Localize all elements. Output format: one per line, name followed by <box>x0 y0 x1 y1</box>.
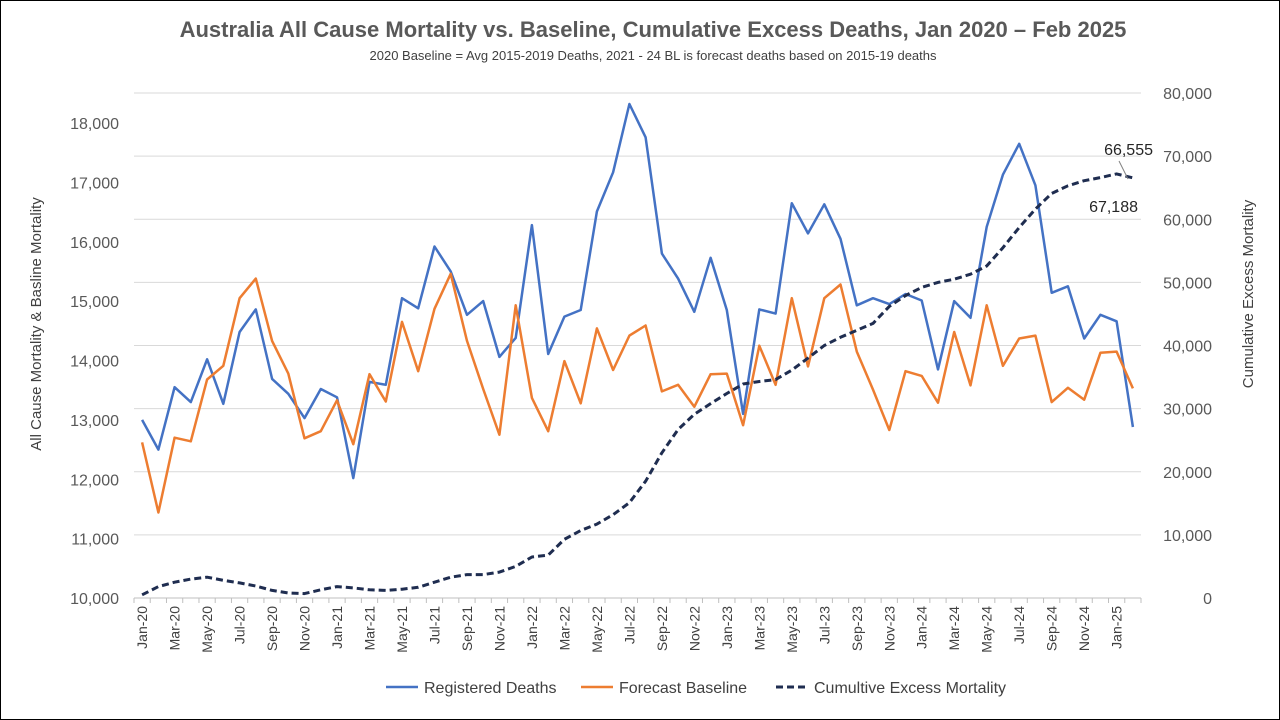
right-axis-tick-label: 70,000 <box>1163 149 1212 166</box>
right-axis-tick-label: 30,000 <box>1163 402 1212 419</box>
annotation-last-value: 66,555 <box>1104 142 1153 159</box>
x-axis-tick-label: Mar-22 <box>556 606 572 651</box>
x-axis-tick-label: Mar-24 <box>946 606 962 651</box>
x-axis-tick-label: Jul-21 <box>426 606 442 644</box>
x-axis-tick-label: Nov-21 <box>491 606 507 651</box>
left-axis-title: All Cause Mortality & Basline Mortality <box>28 197 45 451</box>
x-axis-tick-label: Nov-22 <box>686 606 702 651</box>
annotation-peak-value: 67,188 <box>1089 199 1138 216</box>
x-axis-ticks: Jan-20 Mar-20 May-20 Jul-20 Sep-20 Nov-20 Jan-… <box>133 598 1142 653</box>
x-axis-tick-label: Sep-22 <box>654 606 670 651</box>
x-axis-tick-label: Sep-20 <box>264 606 280 651</box>
x-axis-tick-label: May-22 <box>589 606 605 653</box>
series-layer <box>140 102 1135 597</box>
gridlines <box>134 92 1141 536</box>
right-axis-tick-label: 50,000 <box>1163 275 1212 292</box>
left-axis-tick-label: 10,000 <box>70 591 119 608</box>
right-axis-tick-label: 20,000 <box>1163 465 1212 482</box>
forecast-baseline-line <box>140 272 1135 514</box>
x-axis-tick-label: Jan-21 <box>329 606 345 649</box>
x-axis-tick-label: Nov-24 <box>1076 606 1092 651</box>
x-axis-tick-label: Jan-23 <box>719 606 735 649</box>
x-axis-tick-label: Sep-23 <box>849 606 865 651</box>
x-axis-tick-label: Mar-20 <box>167 606 183 651</box>
x-axis-tick-label: Jan-20 <box>134 606 150 649</box>
right-axis-tick-label: 60,000 <box>1163 212 1212 229</box>
registered-deaths-line <box>141 102 1135 480</box>
x-axis-tick-label: Nov-20 <box>297 606 313 651</box>
x-axis-tick-label: May-23 <box>784 606 800 653</box>
left-axis-tick-label: 13,000 <box>70 413 119 430</box>
x-axis-tick-label: Jan-22 <box>524 606 540 649</box>
left-axis-tick-label: 11,000 <box>71 532 119 549</box>
x-axis-tick-label: Jul-22 <box>621 606 637 644</box>
right-axis-tick-label: 10,000 <box>1163 528 1212 545</box>
left-axis-tick-label: 14,000 <box>70 354 119 371</box>
annotation-layer: 66,555 67,188 <box>1089 142 1153 216</box>
legend: Registered Deaths Forecast Baseline Cumult… <box>386 680 1006 697</box>
legend-label: Registered Deaths <box>424 680 557 697</box>
x-axis-tick-label: May-24 <box>979 606 995 653</box>
legend-label: Cumultive Excess Mortality <box>814 680 1006 697</box>
x-axis-tick-label: Sep-21 <box>459 606 475 651</box>
right-axis-ticks: 0 10,000 20,000 30,000 40,000 50,000 60,000 70,… <box>1163 86 1212 608</box>
right-axis-tick-label: 40,000 <box>1163 339 1212 356</box>
x-axis-tick-label: Jan-24 <box>914 606 930 649</box>
x-axis-tick-label: Jan-25 <box>1109 606 1125 649</box>
x-axis-tick-label: Jul-20 <box>232 606 248 644</box>
right-axis-tick-label: 80,000 <box>1163 86 1212 103</box>
left-axis-tick-label: 12,000 <box>70 472 119 489</box>
x-axis-tick-label: Mar-23 <box>751 606 767 651</box>
right-axis-title: Cumulative Excess Mortality <box>1240 199 1257 388</box>
x-axis-tick-label: Mar-21 <box>362 606 378 651</box>
left-axis-tick-label: 16,000 <box>70 235 119 252</box>
left-axis-ticks: 10,000 11,000 12,000 13,000 14,000 15,000 16,0… <box>70 116 119 608</box>
x-axis-tick-label: Jul-24 <box>1011 606 1027 644</box>
legend-label: Forecast Baseline <box>619 680 747 697</box>
right-axis-tick-label: 0 <box>1203 591 1212 608</box>
x-axis-tick-label: Nov-23 <box>881 606 897 651</box>
chart-title: Australia All Cause Mortality vs. Baseli… <box>180 17 1127 42</box>
cumultive-excess-mortality-line <box>141 172 1134 597</box>
x-axis-tick-label: Jul-23 <box>816 606 832 644</box>
annotation-leader-line <box>1118 160 1129 180</box>
chart-subtitle: 2020 Baseline = Avg 2015-2019 Deaths, 20… <box>370 48 937 63</box>
x-axis-tick-label: May-21 <box>394 606 410 653</box>
left-axis-tick-label: 17,000 <box>70 175 119 192</box>
x-axis-tick-label: Sep-24 <box>1044 606 1060 651</box>
x-axis-tick-label: May-20 <box>199 606 215 653</box>
left-axis-tick-label: 15,000 <box>70 294 119 311</box>
left-axis-tick-label: 18,000 <box>70 116 119 133</box>
